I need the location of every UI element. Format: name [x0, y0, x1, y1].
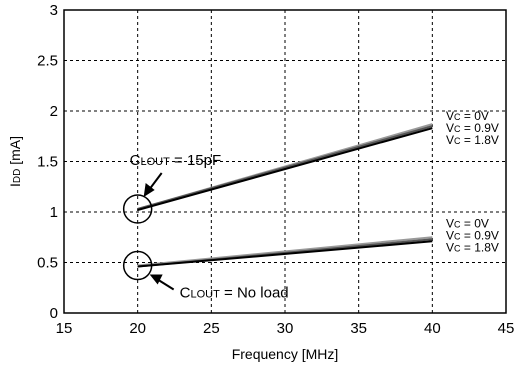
y-tick-label-0.5: 0.5	[37, 255, 58, 272]
annotation-clout-15pf: CLOUT = 15pF	[130, 152, 221, 169]
y-tick-label-0: 0	[50, 305, 58, 322]
vc-label-noload-1.8v: VC = 1.8V	[446, 240, 499, 254]
series-lines	[137, 123, 433, 268]
series-line-noload-1.8V	[137, 240, 433, 268]
x-tick-label-35: 35	[350, 320, 367, 337]
annotation-clout-noload-main: C	[180, 285, 191, 302]
vc-label-noload-0.9v: VC = 0.9V	[446, 228, 499, 242]
y-axis-label: IDD [mA]	[7, 136, 23, 187]
annotation-clout-noload-rest: = No load	[220, 285, 289, 302]
series-line-noload-0V	[137, 236, 433, 267]
x-tick-label-15: 15	[56, 320, 73, 337]
x-tick-label-20: 20	[129, 320, 146, 337]
annotations: CLOUT = 15pF CLOUT = No load VC = 0V VC …	[122, 109, 499, 302]
tick-labels: 15 20 25 30 35 40 45 0 0.5 1 1.5 2 2.5 3	[37, 2, 514, 337]
y-axis-label-unit: [mA]	[7, 136, 23, 169]
arrowhead-15pf	[143, 182, 155, 197]
vc-label-15pf-0v: VC = 0V	[446, 109, 489, 123]
annotation-clout-15pf-sub: LOUT	[141, 156, 171, 168]
annotation-clout-15pf-main: C	[130, 152, 141, 169]
series-line-15pF-1.8V	[137, 127, 433, 211]
arrowhead-noload	[149, 274, 163, 285]
x-tick-label-25: 25	[203, 320, 220, 337]
vc-label-15pf-0.9v: VC = 0.9V	[446, 121, 499, 135]
circle-marker-noload	[122, 250, 153, 281]
vc-label-noload-0v: VC = 0V	[446, 216, 489, 230]
x-axis-label: Frequency [MHz]	[232, 346, 339, 362]
vc-label-15pf-1.8v: VC = 1.8V	[446, 133, 499, 147]
y-tick-label-2: 2	[50, 103, 58, 120]
y-tick-label-1: 1	[50, 204, 58, 221]
annotation-clout-noload-sub: LOUT	[191, 289, 221, 301]
y-axis-label-main: I	[7, 183, 23, 187]
x-tick-label-40: 40	[424, 320, 441, 337]
annotation-clout-noload: CLOUT = No load	[180, 285, 289, 302]
annotation-clout-15pf-rest: = 15pF	[170, 152, 221, 169]
x-tick-label-30: 30	[277, 320, 294, 337]
series-line-15pF-0.9V	[137, 125, 433, 210]
y-axis-label-sub: DD	[12, 169, 23, 183]
y-tick-label-1.5: 1.5	[37, 154, 58, 171]
y-tick-label-2.5: 2.5	[37, 53, 58, 70]
x-tick-label-45: 45	[498, 320, 515, 337]
y-tick-label-3: 3	[50, 2, 58, 19]
circle-marker-15pf	[122, 194, 153, 224]
plot-frame	[63, 9, 507, 314]
vc-labels-15pf: VC = 0V VC = 0.9V VC = 1.8V	[446, 109, 499, 147]
arrow-15pf	[148, 172, 163, 190]
grid-lines	[64, 10, 506, 313]
vc-labels-noload: VC = 0V VC = 0.9V VC = 1.8V	[446, 216, 499, 254]
arrow-noload	[157, 278, 175, 291]
